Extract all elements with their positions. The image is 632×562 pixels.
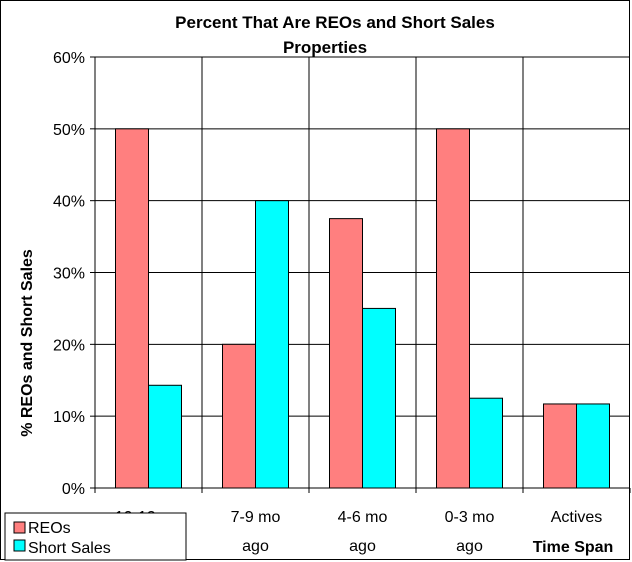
axes (90, 56, 631, 493)
bar-reos (436, 128, 470, 489)
bar-reos (329, 218, 363, 489)
bars (115, 128, 610, 489)
legend-swatch-short-sales (13, 539, 26, 552)
y-tick-label: 60% (53, 50, 85, 67)
y-axis-label: % REOs and Short Sales (19, 249, 36, 437)
chart-title-line2: Properties (283, 38, 367, 57)
bar-short-sales (255, 200, 289, 489)
y-tick-label: 30% (53, 266, 85, 283)
x-category-label: 7-9 mo (231, 509, 281, 526)
y-tick-label: 10% (53, 409, 85, 426)
bar-reos (222, 343, 256, 489)
x-category-label: 4-6 mo (338, 509, 388, 526)
legend: REOs Short Sales (4, 512, 187, 561)
y-tick-label: 20% (53, 337, 85, 354)
x-category-label: ago (242, 538, 269, 555)
bar-short-sales (148, 384, 182, 489)
x-category-label: ago (349, 538, 376, 555)
x-category-label: ago (456, 538, 483, 555)
legend-swatch-reos (13, 521, 26, 534)
x-category-label: 0-3 mo (445, 509, 495, 526)
bar-reos (543, 403, 577, 489)
legend-label-short-sales: Short Sales (28, 540, 111, 557)
bar-short-sales (576, 403, 610, 489)
y-tick-label: 0% (62, 481, 85, 498)
x-axis-label: Time Span (533, 539, 614, 556)
bar-reos (115, 128, 149, 489)
x-category-label: Actives (551, 509, 603, 526)
legend-box (4, 512, 187, 561)
legend-label-reos: REOs (28, 520, 71, 537)
y-tick-label: 50% (53, 122, 85, 139)
chart-title-line1: Percent That Are REOs and Short Sales (175, 13, 495, 32)
y-tick-label: 40% (53, 194, 85, 211)
bar-short-sales (362, 307, 396, 489)
gridlines (95, 56, 630, 488)
y-tick-labels: 0% 10% 20% 30% 40% 50% 60% (53, 50, 85, 498)
bar-short-sales (469, 397, 503, 489)
